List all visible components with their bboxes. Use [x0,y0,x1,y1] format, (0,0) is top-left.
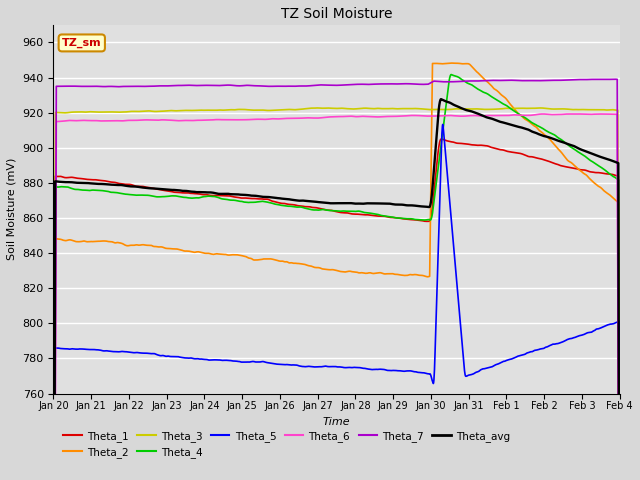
Theta_1 [600,170,607,176]
Theta_4 [496,99,504,105]
Theta_6 [495,113,503,119]
Theta_1 [437,136,445,142]
Line: Theta_6: Theta_6 [54,114,620,480]
Theta_avg [310,199,317,204]
Theta_1 [310,205,317,211]
Title: TZ Soil Moisture: TZ Soil Moisture [281,7,392,21]
Theta_6 [310,115,317,121]
Theta_6 [539,111,547,117]
Theta_5 [600,324,607,330]
Theta_4 [310,207,317,213]
Theta_4 [600,166,607,172]
Theta_avg [437,96,445,102]
Theta_4 [600,166,607,172]
Theta_4 [447,72,455,77]
Theta_avg [79,180,86,186]
Theta_7 [325,82,333,88]
Theta_4 [325,207,333,213]
Theta_avg [600,155,607,161]
Theta_6 [325,114,333,120]
Theta_1 [600,170,607,176]
Theta_2 [325,267,333,273]
Theta_7 [600,76,607,82]
Theta_5 [439,121,447,127]
X-axis label: Time: Time [323,417,351,427]
Legend: Theta_1, Theta_2, Theta_3, Theta_4, Theta_5, Theta_6, Theta_7, Theta_avg: Theta_1, Theta_2, Theta_3, Theta_4, Thet… [59,427,515,462]
Theta_2 [600,187,607,193]
Theta_7 [310,83,317,88]
Theta_6 [600,111,607,117]
Theta_3 [600,107,607,112]
Theta_3 [538,105,545,111]
Theta_1 [79,176,86,181]
Theta_avg [600,155,607,161]
Theta_2 [79,239,86,244]
Theta_2 [600,188,607,193]
Theta_6 [600,111,607,117]
Theta_2 [310,264,317,270]
Theta_7 [79,84,86,89]
Y-axis label: Soil Moisture (mV): Soil Moisture (mV) [7,158,17,261]
Theta_avg [325,200,333,206]
Theta_5 [496,360,504,366]
Theta_3 [325,105,333,111]
Line: Theta_7: Theta_7 [54,79,620,480]
Theta_1 [325,207,333,213]
Theta_7 [599,76,607,82]
Line: Theta_3: Theta_3 [54,108,620,480]
Theta_3 [79,109,86,115]
Theta_2 [447,60,455,66]
Theta_3 [310,105,317,111]
Theta_5 [310,364,317,370]
Theta_1 [496,147,504,153]
Line: Theta_1: Theta_1 [54,139,620,480]
Theta_2 [496,90,504,96]
Theta_4 [79,187,86,193]
Theta_7 [611,76,618,82]
Text: TZ_sm: TZ_sm [62,38,102,48]
Line: Theta_2: Theta_2 [54,63,620,480]
Theta_5 [325,364,333,370]
Theta_3 [600,107,607,113]
Line: Theta_5: Theta_5 [54,124,620,480]
Theta_5 [79,346,86,352]
Line: Theta_4: Theta_4 [54,74,620,480]
Theta_avg [496,119,504,124]
Theta_3 [495,106,503,112]
Theta_5 [600,324,607,330]
Theta_6 [79,118,86,123]
Line: Theta_avg: Theta_avg [54,99,620,480]
Theta_7 [495,78,503,84]
